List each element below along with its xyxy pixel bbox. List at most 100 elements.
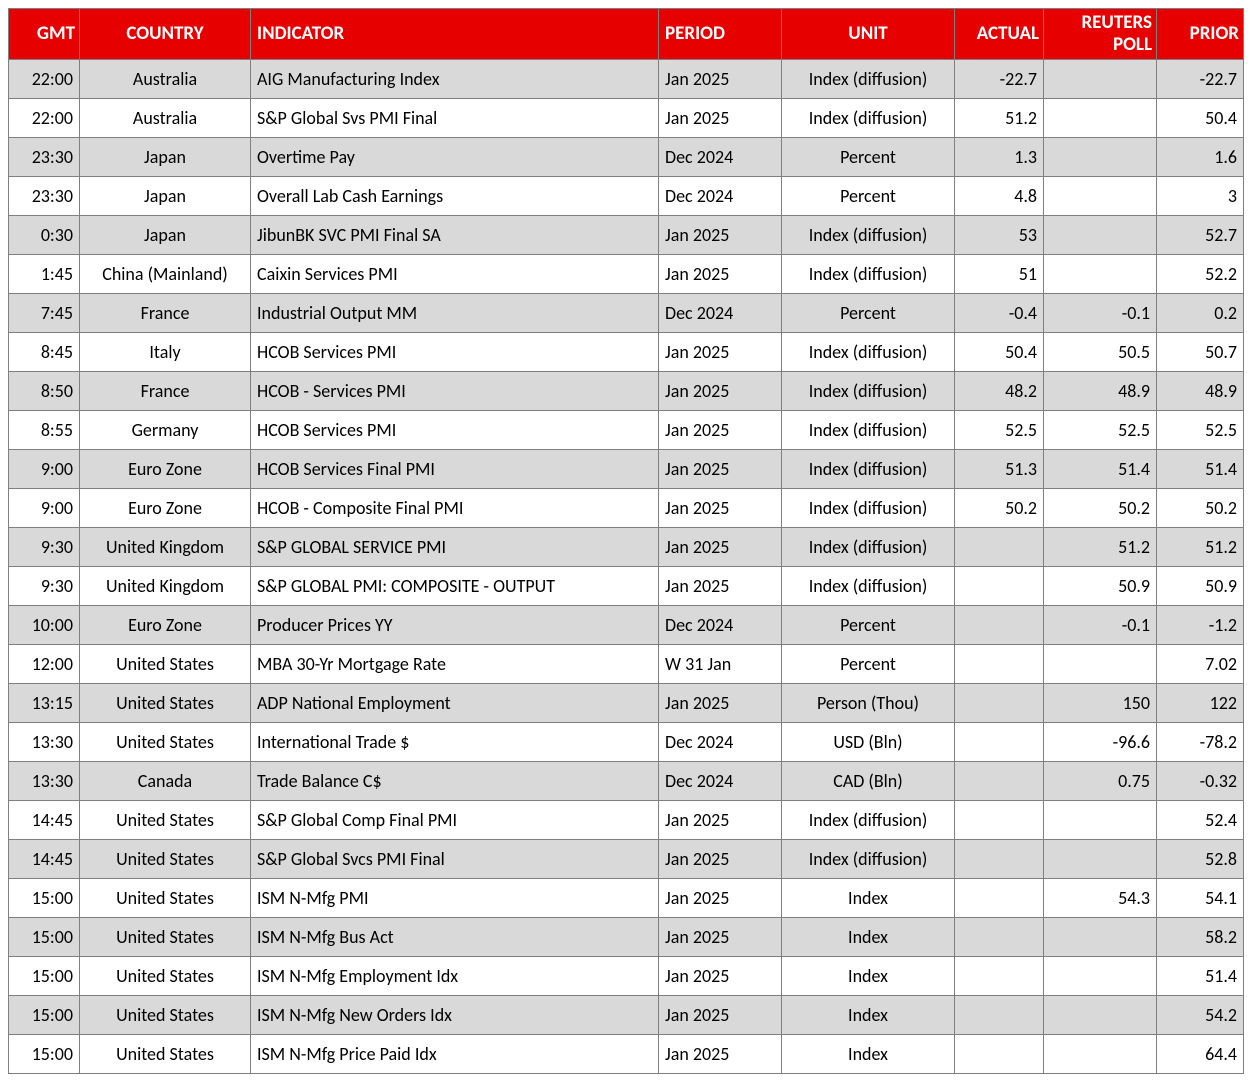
cell-country: United States [80, 801, 251, 840]
cell-country: Italy [80, 333, 251, 372]
cell-country: United States [80, 1035, 251, 1074]
economic-calendar-table: GMT COUNTRY INDICATOR PERIOD UNIT ACTUAL… [8, 8, 1244, 1074]
cell-prior: -22.7 [1157, 60, 1244, 99]
cell-gmt: 9:00 [9, 489, 80, 528]
cell-actual: 48.2 [955, 372, 1044, 411]
cell-unit: Index (diffusion) [782, 840, 955, 879]
cell-indicator: Trade Balance C$ [251, 762, 659, 801]
cell-poll: -0.1 [1044, 294, 1157, 333]
cell-gmt: 13:30 [9, 723, 80, 762]
cell-unit: Person (Thou) [782, 684, 955, 723]
table-row: 13:30United StatesInternational Trade $D… [9, 723, 1244, 762]
cell-actual [955, 1035, 1044, 1074]
cell-indicator: Overall Lab Cash Earnings [251, 177, 659, 216]
cell-actual: 1.3 [955, 138, 1044, 177]
cell-poll [1044, 99, 1157, 138]
cell-actual: 51.2 [955, 99, 1044, 138]
cell-country: Euro Zone [80, 489, 251, 528]
cell-country: United Kingdom [80, 567, 251, 606]
cell-unit: Index (diffusion) [782, 372, 955, 411]
cell-country: United Kingdom [80, 528, 251, 567]
cell-period: Jan 2025 [659, 333, 782, 372]
cell-country: United States [80, 684, 251, 723]
cell-actual: 52.5 [955, 411, 1044, 450]
cell-period: Jan 2025 [659, 567, 782, 606]
header-indicator: INDICATOR [251, 9, 659, 60]
table-row: 23:30JapanOvertime PayDec 2024Percent1.3… [9, 138, 1244, 177]
cell-poll: 51.4 [1044, 450, 1157, 489]
cell-actual [955, 723, 1044, 762]
cell-period: Jan 2025 [659, 489, 782, 528]
cell-poll [1044, 255, 1157, 294]
cell-gmt: 14:45 [9, 840, 80, 879]
cell-gmt: 15:00 [9, 879, 80, 918]
table-body: 22:00AustraliaAIG Manufacturing IndexJan… [9, 60, 1244, 1074]
cell-actual: -22.7 [955, 60, 1044, 99]
cell-poll [1044, 645, 1157, 684]
cell-period: Dec 2024 [659, 606, 782, 645]
table-row: 15:00United StatesISM N-Mfg New Orders I… [9, 996, 1244, 1035]
cell-actual [955, 762, 1044, 801]
cell-unit: Index (diffusion) [782, 801, 955, 840]
table-row: 1:45China (Mainland)Caixin Services PMIJ… [9, 255, 1244, 294]
cell-poll: 150 [1044, 684, 1157, 723]
cell-unit: Index [782, 1035, 955, 1074]
cell-indicator: S&P Global Svs PMI Final [251, 99, 659, 138]
table-row: 14:45United StatesS&P Global Svcs PMI Fi… [9, 840, 1244, 879]
cell-country: Japan [80, 216, 251, 255]
cell-gmt: 15:00 [9, 918, 80, 957]
table-row: 15:00United StatesISM N-Mfg Price Paid I… [9, 1035, 1244, 1074]
cell-prior: 48.9 [1157, 372, 1244, 411]
cell-unit: Index (diffusion) [782, 99, 955, 138]
cell-poll: 48.9 [1044, 372, 1157, 411]
cell-actual: 51 [955, 255, 1044, 294]
cell-indicator: ISM N-Mfg Employment Idx [251, 957, 659, 996]
cell-indicator: ADP National Employment [251, 684, 659, 723]
table-row: 7:45FranceIndustrial Output MMDec 2024Pe… [9, 294, 1244, 333]
cell-prior: 52.8 [1157, 840, 1244, 879]
cell-actual [955, 528, 1044, 567]
cell-actual: 50.4 [955, 333, 1044, 372]
cell-poll: -0.1 [1044, 606, 1157, 645]
cell-poll [1044, 840, 1157, 879]
cell-indicator: S&P Global Comp Final PMI [251, 801, 659, 840]
cell-poll: 50.9 [1044, 567, 1157, 606]
cell-period: W 31 Jan [659, 645, 782, 684]
cell-poll: 54.3 [1044, 879, 1157, 918]
cell-poll [1044, 957, 1157, 996]
cell-period: Jan 2025 [659, 255, 782, 294]
cell-unit: Percent [782, 645, 955, 684]
cell-poll [1044, 1035, 1157, 1074]
table-row: 22:00AustraliaS&P Global Svs PMI FinalJa… [9, 99, 1244, 138]
table-row: 8:50FranceHCOB - Services PMIJan 2025Ind… [9, 372, 1244, 411]
cell-prior: 52.4 [1157, 801, 1244, 840]
header-poll: REUTERS POLL [1044, 9, 1157, 60]
cell-period: Jan 2025 [659, 411, 782, 450]
cell-poll: 52.5 [1044, 411, 1157, 450]
cell-prior: 54.2 [1157, 996, 1244, 1035]
cell-indicator: HCOB Services Final PMI [251, 450, 659, 489]
cell-prior: -1.2 [1157, 606, 1244, 645]
cell-poll [1044, 138, 1157, 177]
cell-actual: -0.4 [955, 294, 1044, 333]
cell-period: Dec 2024 [659, 294, 782, 333]
cell-indicator: ISM N-Mfg Bus Act [251, 918, 659, 957]
cell-period: Dec 2024 [659, 177, 782, 216]
cell-period: Jan 2025 [659, 99, 782, 138]
cell-gmt: 9:00 [9, 450, 80, 489]
cell-country: United States [80, 723, 251, 762]
cell-gmt: 23:30 [9, 138, 80, 177]
cell-actual: 51.3 [955, 450, 1044, 489]
table-row: 13:30CanadaTrade Balance C$Dec 2024CAD (… [9, 762, 1244, 801]
cell-unit: USD (Bln) [782, 723, 955, 762]
cell-country: Australia [80, 99, 251, 138]
cell-indicator: Industrial Output MM [251, 294, 659, 333]
cell-period: Jan 2025 [659, 918, 782, 957]
cell-indicator: International Trade $ [251, 723, 659, 762]
cell-prior: -78.2 [1157, 723, 1244, 762]
cell-actual [955, 957, 1044, 996]
cell-actual [955, 645, 1044, 684]
cell-gmt: 8:45 [9, 333, 80, 372]
cell-poll: 0.75 [1044, 762, 1157, 801]
cell-gmt: 10:00 [9, 606, 80, 645]
